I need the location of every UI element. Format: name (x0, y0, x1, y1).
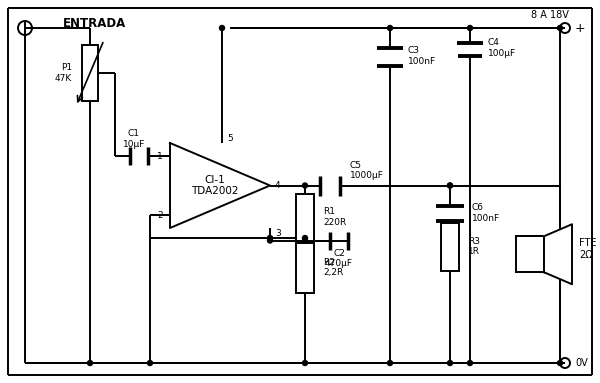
FancyBboxPatch shape (82, 45, 98, 101)
Circle shape (557, 26, 562, 31)
Text: 1: 1 (157, 152, 163, 160)
Circle shape (220, 26, 224, 31)
FancyBboxPatch shape (296, 193, 314, 241)
Text: 5: 5 (227, 134, 233, 142)
Text: CI-1
TDA2002: CI-1 TDA2002 (191, 175, 239, 196)
Circle shape (148, 360, 152, 365)
Circle shape (302, 360, 307, 365)
Text: R3
1R: R3 1R (468, 237, 480, 256)
Text: 0V: 0V (575, 358, 588, 368)
Circle shape (268, 236, 272, 241)
Text: P1
47K: P1 47K (55, 63, 72, 83)
Circle shape (388, 360, 392, 365)
Text: C5
1000μF: C5 1000μF (350, 161, 384, 180)
Circle shape (448, 183, 452, 188)
FancyBboxPatch shape (441, 223, 459, 270)
Text: R2
2,2R: R2 2,2R (323, 258, 343, 277)
Text: +: + (575, 21, 586, 34)
Text: 8 A 18V: 8 A 18V (531, 10, 569, 20)
Circle shape (467, 26, 472, 31)
FancyBboxPatch shape (296, 242, 314, 293)
Bar (516, 236, 544, 272)
Circle shape (467, 360, 472, 365)
Polygon shape (544, 224, 572, 284)
Text: C6
100nF: C6 100nF (472, 203, 500, 223)
Circle shape (302, 236, 307, 241)
Circle shape (268, 238, 272, 243)
Circle shape (302, 238, 307, 243)
Circle shape (302, 183, 307, 188)
Text: ENTRADA: ENTRADA (63, 16, 126, 29)
Text: R1
220R: R1 220R (323, 207, 346, 227)
Text: C3
100nF: C3 100nF (408, 46, 436, 66)
Text: C1
10μF: C1 10μF (123, 129, 145, 149)
Text: 3: 3 (275, 229, 281, 237)
Text: 4: 4 (275, 181, 281, 190)
Text: C4
100μF: C4 100μF (488, 38, 516, 58)
Circle shape (448, 183, 452, 188)
Circle shape (448, 360, 452, 365)
Text: FTE
2Ω: FTE 2Ω (579, 239, 596, 260)
Circle shape (557, 360, 562, 365)
Text: 2: 2 (157, 211, 163, 219)
Circle shape (88, 360, 92, 365)
Text: C2
470μF: C2 470μF (325, 249, 353, 268)
Circle shape (388, 26, 392, 31)
